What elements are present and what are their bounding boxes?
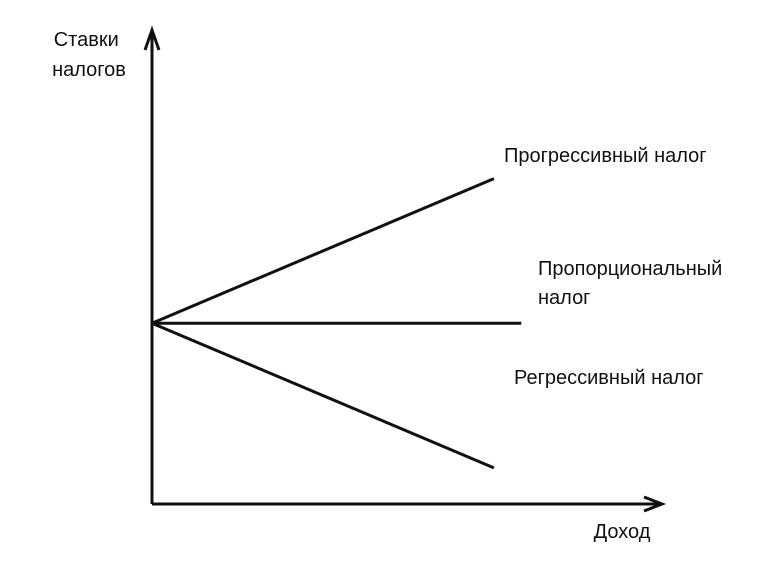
series-lines (151, 177, 522, 470)
y-axis-arrow (143, 25, 161, 51)
series-label-regressive-line-1: Регрессивный налог (514, 367, 704, 389)
series-label-progressive-line-1: Прогрессивный налог (504, 145, 707, 167)
series-label-regressive: Регрессивный налог (514, 367, 704, 389)
series-line-regressive (151, 321, 495, 470)
y-axis-label-line-2: налогов (52, 59, 126, 81)
y-axis-label: Ставки налогов (52, 29, 126, 81)
x-axis-label: Доход (594, 521, 651, 543)
series-label-progressive: Прогрессивный налог (504, 145, 707, 167)
series-label-proportional: Пропорциональный налог (538, 258, 728, 309)
axes (143, 25, 667, 513)
series-line-progressive (151, 177, 495, 325)
series-label-proportional-line-1: Пропорциональный (538, 258, 722, 280)
x-axis-arrow (643, 495, 667, 513)
y-axis-label-line-1: Ставки (54, 29, 119, 51)
series-label-proportional-line-2: налог (538, 287, 590, 309)
